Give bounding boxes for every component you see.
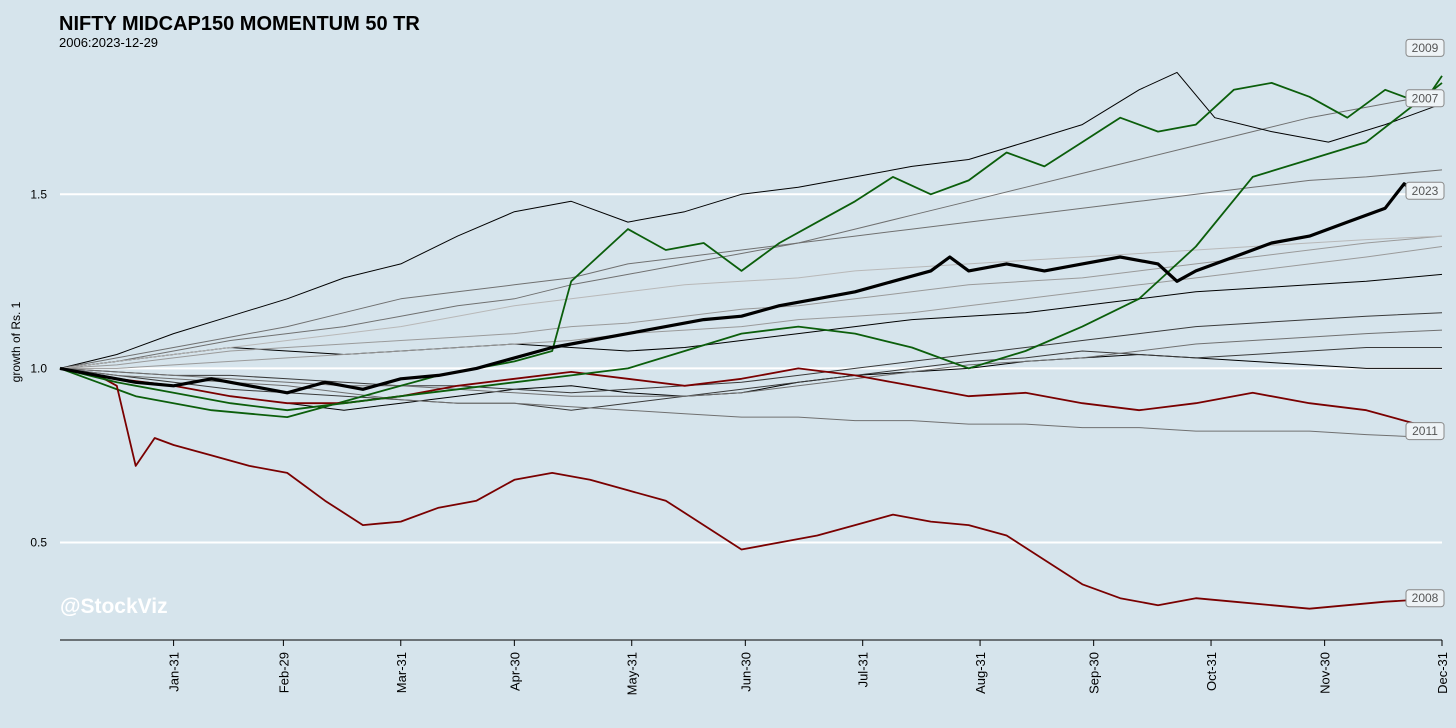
x-tick-label: Jul-31 <box>856 652 871 687</box>
end-label-box <box>1405 89 1445 108</box>
series-line <box>59 169 1443 369</box>
series-line <box>59 329 1443 397</box>
x-tick-label: Sep-30 <box>1087 652 1102 694</box>
end-label-2011: 2011 <box>1405 422 1445 441</box>
x-tick-label: Jun-30 <box>738 652 753 692</box>
end-label-2008: 2008 <box>1405 589 1445 608</box>
series-line <box>59 367 1443 439</box>
series-line <box>59 235 1443 369</box>
x-tick-label: Feb-29 <box>276 652 291 693</box>
end-label-box <box>1405 422 1445 441</box>
y-tick-label: 1.5 <box>30 187 47 201</box>
end-label-text: 2009 <box>1412 41 1439 55</box>
series-lines <box>59 71 1443 610</box>
end-label-text: 2011 <box>1412 424 1438 438</box>
x-tick-label: Aug-31 <box>973 652 988 694</box>
end-label-box <box>1405 589 1445 608</box>
series-line-2023 <box>59 182 1443 395</box>
x-tick-label: Jan-31 <box>167 652 182 692</box>
series-line <box>60 246 1443 369</box>
series-line <box>59 354 1442 411</box>
series-line-2007 <box>59 92 1443 369</box>
end-label-text: 2007 <box>1412 91 1439 105</box>
x-tick-label: Apr-30 <box>507 652 522 691</box>
end-label-box <box>1405 181 1445 200</box>
y-axis-label: growth of Rs. 1 <box>9 301 23 382</box>
series-line-2008 <box>59 367 1443 610</box>
end-label-box <box>1405 38 1445 57</box>
series-line <box>59 71 1443 369</box>
end-label-2009: 2009 <box>1405 38 1445 57</box>
series-line-2011 <box>59 367 1443 432</box>
series-line <box>59 235 1443 369</box>
chart-title: NIFTY MIDCAP150 MOMENTUM 50 TR <box>59 13 420 35</box>
x-tick-label: Nov-30 <box>1318 652 1333 694</box>
series-line-2009 <box>59 75 1443 419</box>
series-line <box>59 82 1443 412</box>
end-label-2023: 2023 <box>1405 181 1445 200</box>
series-line <box>59 273 1443 369</box>
gridlines <box>60 193 1442 544</box>
chart-subtitle: 2006:2023-12-29 <box>59 35 159 50</box>
end-label-2007: 2007 <box>1405 89 1445 108</box>
series-line <box>59 312 1443 394</box>
x-axis: Jan-31 Feb-29 Mar-31 Apr-30 May-31 Jun-30 Jul-… <box>60 639 1450 695</box>
y-tick-label: 1.0 <box>30 361 47 375</box>
y-axis-ticks: 0.5 1.0 1.5 <box>30 187 47 549</box>
x-tick-label: Oct-31 <box>1204 652 1219 691</box>
watermark: @StockViz <box>60 595 168 618</box>
end-label-text: 2008 <box>1412 591 1439 605</box>
x-tick-label: Mar-31 <box>394 652 409 693</box>
y-tick-label: 0.5 <box>30 536 47 550</box>
x-tick-label: May-31 <box>625 652 640 695</box>
end-label-text: 2023 <box>1412 184 1439 198</box>
end-labels: 2009 2007 2023 2011 2008 <box>1405 38 1445 608</box>
x-tick-label: Dec-31 <box>1435 652 1450 694</box>
